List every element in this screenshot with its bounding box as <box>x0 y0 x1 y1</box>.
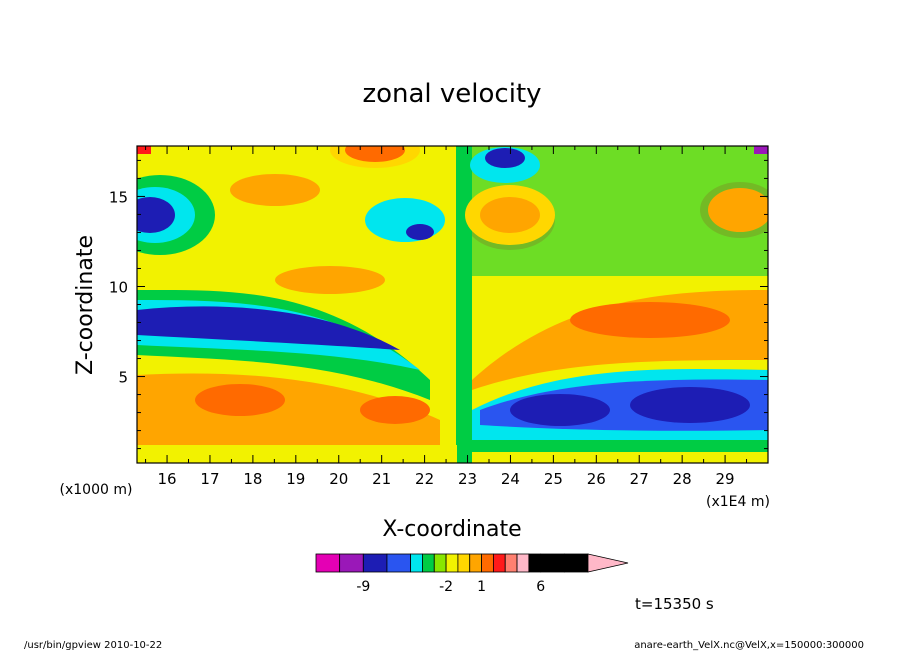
cool-band <box>137 306 400 350</box>
footer-right: anare-earth_VelX.nc@VelX,x=150000:300000 <box>634 640 864 651</box>
y-tick-label: 15 <box>109 188 128 206</box>
cool-band <box>630 387 750 423</box>
colorbar-extend-arrow <box>587 553 629 573</box>
warm-band <box>195 384 285 416</box>
x-tick-label: 24 <box>501 470 520 488</box>
colorbar-segment <box>516 553 530 573</box>
cool-band <box>406 224 434 240</box>
warm-band <box>570 302 730 338</box>
warm-band <box>275 266 385 294</box>
colorbar-segment <box>457 553 471 573</box>
warm-band <box>360 396 430 424</box>
warm-band <box>137 146 151 154</box>
x-axis-label: X-coordinate <box>382 517 521 542</box>
x-tick-label: 17 <box>200 470 219 488</box>
footer-left: /usr/bin/gpview 2010-10-22 <box>24 640 163 651</box>
x-tick-label: 29 <box>716 470 735 488</box>
colorbar-segment <box>481 553 494 573</box>
colorbar-segment <box>492 553 506 573</box>
warm-band <box>137 445 457 463</box>
colorbar-segment <box>563 553 589 573</box>
colorbar-segment <box>386 553 412 573</box>
colorbar-tick-label: 1 <box>477 579 486 595</box>
cool-band <box>754 146 768 154</box>
cool-band <box>137 197 175 233</box>
x-tick-label: 23 <box>458 470 477 488</box>
velocity-field <box>137 146 768 463</box>
colorbar-segment <box>504 553 518 573</box>
y-axis: 5 10 15 <box>109 159 768 450</box>
colorbar-segment <box>445 553 459 573</box>
colorbar-segment <box>540 553 565 573</box>
y-tick-label: 10 <box>109 278 128 296</box>
colorbar-tick-label: -9 <box>356 579 370 595</box>
x-tick-label: 21 <box>372 470 391 488</box>
colorbar-segment <box>339 553 364 573</box>
cool-band <box>365 198 445 242</box>
x-tick-label: 20 <box>329 470 348 488</box>
chart-title: zonal velocity <box>362 79 541 109</box>
x-tick-label: 22 <box>415 470 434 488</box>
warm-band <box>345 146 405 162</box>
colorbar-tick-label: -2 <box>439 579 453 595</box>
colorbar-segment <box>469 553 482 573</box>
warm-band <box>708 188 768 232</box>
x-tick-label: 27 <box>630 470 649 488</box>
x-tick-label: 16 <box>158 470 177 488</box>
x-tick-label: 26 <box>587 470 606 488</box>
x-axis-unit: (x1E4 m) <box>706 494 770 510</box>
cool-band <box>485 148 525 168</box>
x-axis: 16 17 18 19 20 21 22 23 24 25 26 27 28 29 <box>145 146 748 488</box>
x-tick-label: 19 <box>286 470 305 488</box>
colorbar-segment <box>410 553 423 573</box>
x-tick-label: 28 <box>673 470 692 488</box>
y-axis-unit: (x1000 m) <box>60 482 133 498</box>
warm-band <box>230 174 320 206</box>
colorbar-tick-label: 6 <box>536 579 545 595</box>
colorbar-segment <box>433 553 447 573</box>
cool-band <box>510 394 610 426</box>
warm-band <box>472 452 768 463</box>
neutral-column <box>456 146 472 463</box>
x-tick-label: 25 <box>544 470 563 488</box>
colorbar-segment <box>422 553 435 573</box>
warm-band <box>480 197 540 233</box>
time-annotation: t=15350 s <box>635 595 714 613</box>
colorbar-segment <box>362 553 388 573</box>
x-tick-label: 18 <box>243 470 262 488</box>
colorbar-segment <box>315 553 341 573</box>
y-tick-label: 5 <box>118 369 128 387</box>
colorbar: -9 -2 1 6 <box>315 553 629 595</box>
colorbar-segment <box>528 553 542 573</box>
y-axis-label: Z-coordinate <box>73 235 98 375</box>
